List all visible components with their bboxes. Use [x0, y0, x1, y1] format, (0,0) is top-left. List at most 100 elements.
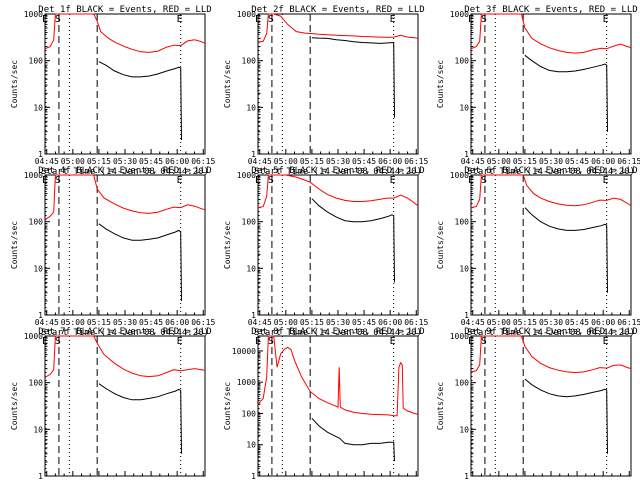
x-tick-label: 05:45	[139, 157, 163, 166]
y-tick-label: 1000	[24, 171, 43, 180]
y-tick-label: 1000	[450, 10, 469, 19]
x-tick-label: 06:15	[191, 157, 215, 166]
x-tick-label: 05:45	[352, 318, 376, 327]
x-tick-label: 05:15	[87, 157, 111, 166]
x-tick-label: 05:45	[139, 318, 163, 327]
panel-title: Det 8f BLACK = Events, RED = LLD	[251, 327, 424, 337]
y-tick-label: 1000	[237, 10, 256, 19]
x-tick-label: 05:15	[513, 318, 537, 327]
marker-label-E: E	[603, 336, 609, 347]
x-tick-label: 05:15	[513, 157, 537, 166]
series-events	[524, 378, 608, 454]
y-axis-label: Counts/sec	[436, 382, 445, 430]
x-tick-label: 06:00	[165, 157, 189, 166]
y-tick-label: 1	[464, 311, 469, 320]
y-tick-label: 1000	[24, 10, 43, 19]
y-tick-label: 1000	[24, 332, 43, 341]
panel-title: Det 9f BLACK = Events, RED = LLD	[464, 327, 637, 337]
marker-label-E: E	[255, 336, 261, 347]
y-tick-label: 1	[464, 472, 469, 480]
x-axis-label: Start Time (14-Jan-08 04:44:20)	[467, 328, 635, 338]
x-tick-label: 05:30	[326, 157, 350, 166]
y-tick-label: 1000	[450, 171, 469, 180]
x-tick-label: 04:45	[248, 157, 272, 166]
x-tick-label: 06:15	[191, 318, 215, 327]
y-tick-label: 100	[29, 379, 44, 388]
y-tick-label: 100	[455, 379, 470, 388]
x-tick-label: 05:15	[300, 157, 324, 166]
series-lld	[44, 335, 206, 378]
panel-title: Det 4f BLACK = Events, RED = LLD	[38, 166, 211, 176]
y-tick-label: 1	[38, 472, 43, 480]
x-tick-label: 06:00	[591, 157, 615, 166]
panel-det-7f: Det 7f BLACK = Events, RED = LLD 1 10 100 10…	[10, 327, 215, 480]
x-tick-label: 05:00	[487, 318, 511, 327]
y-tick-label: 100	[29, 57, 44, 66]
marker-label-E: E	[468, 336, 474, 347]
x-tick-label: 05:00	[274, 157, 298, 166]
y-axis-label: Counts/sec	[436, 60, 445, 108]
x-tick-label: 05:00	[61, 318, 85, 327]
series-events	[311, 417, 395, 462]
x-tick-label: 06:00	[378, 318, 402, 327]
x-tick-label: 06:00	[165, 318, 189, 327]
series-events	[98, 223, 182, 302]
y-tick-label: 1	[464, 150, 469, 159]
series-events	[98, 383, 182, 454]
marker-label-E: E	[255, 175, 261, 186]
x-tick-label: 05:15	[87, 318, 111, 327]
marker-label-S: S	[268, 175, 274, 186]
y-tick-label: 100	[455, 57, 470, 66]
x-tick-label: 04:45	[461, 157, 485, 166]
y-tick-label: 10	[459, 103, 469, 112]
x-axis-label: Start Time (14-Jan-08 04:44:20)	[254, 167, 422, 177]
x-tick-label: 04:45	[461, 318, 485, 327]
x-tick-label: 05:00	[274, 318, 298, 327]
y-tick-label: 1	[251, 150, 256, 159]
y-tick-label: 10	[459, 425, 469, 434]
x-tick-label: 05:30	[539, 318, 563, 327]
x-tick-label: 05:00	[487, 157, 511, 166]
series-lld	[470, 13, 632, 54]
x-tick-label: 05:00	[61, 157, 85, 166]
y-tick-label: 1	[251, 311, 256, 320]
y-axis-label: Counts/sec	[223, 221, 232, 269]
x-tick-label: 05:15	[300, 318, 324, 327]
marker-label-S: S	[55, 336, 61, 347]
y-tick-label: 10	[246, 264, 256, 273]
x-tick-label: 06:15	[617, 157, 640, 166]
y-tick-label: 100	[242, 57, 257, 66]
x-tick-label: 04:45	[35, 157, 59, 166]
panel-det-4f: Det 4f BLACK = Events, RED = LLD 1 10 100 10…	[10, 166, 215, 338]
x-tick-label: 06:15	[617, 318, 640, 327]
marker-label-E: E	[390, 175, 396, 186]
x-tick-label: 06:00	[591, 318, 615, 327]
y-axis-label: Counts/sec	[10, 60, 19, 108]
panel-title: Det 2f BLACK = Events, RED = LLD	[251, 5, 424, 15]
y-tick-label: 1	[251, 472, 256, 480]
series-lld	[257, 13, 419, 43]
marker-label-S: S	[481, 175, 487, 186]
y-tick-label: 10	[33, 264, 43, 273]
panel-det-9f: Det 9f BLACK = Events, RED = LLD 1 10 100 10…	[436, 327, 640, 480]
marker-label-S: S	[268, 14, 274, 25]
panel-title: Det 5f BLACK = Events, RED = LLD	[251, 166, 424, 176]
series-lld	[470, 174, 632, 209]
marker-label-E: E	[468, 14, 474, 25]
x-tick-label: 04:45	[248, 318, 272, 327]
panel-title: Det 3f BLACK = Events, RED = LLD	[464, 5, 637, 15]
y-axis-label: Counts/sec	[10, 382, 19, 430]
panel-title: Det 6f BLACK = Events, RED = LLD	[464, 166, 637, 176]
x-tick-label: 05:30	[113, 318, 137, 327]
panel-title: Det 7f BLACK = Events, RED = LLD	[38, 327, 211, 337]
series-events	[524, 54, 608, 132]
marker-label-E: E	[255, 14, 261, 25]
y-axis-label: Counts/sec	[436, 221, 445, 269]
x-axis-label: Start Time (14-Jan-08 04:44:20)	[41, 328, 209, 338]
x-tick-label: 05:45	[565, 318, 589, 327]
marker-label-S: S	[55, 14, 61, 25]
y-tick-label: 10	[246, 441, 256, 450]
y-tick-label: 100	[242, 409, 257, 418]
panel-det-5f: Det 5f BLACK = Events, RED = LLD 1 10 100 10…	[223, 166, 428, 338]
